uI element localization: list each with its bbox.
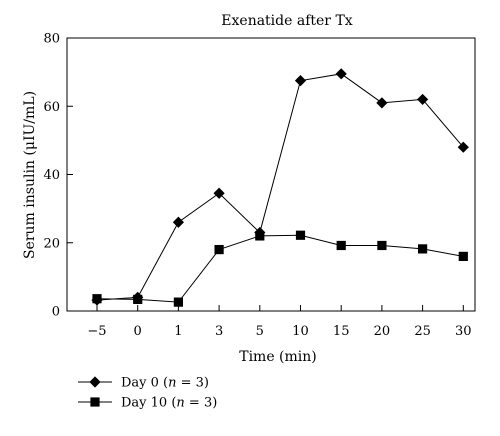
data-point: [173, 297, 183, 307]
legend-marker: [90, 397, 100, 407]
data-point: [172, 216, 184, 228]
legend-label: Day 0 (n = 3): [121, 376, 209, 391]
x-tick-label: −5: [87, 324, 106, 339]
legend-item: Day 10 (n = 3): [78, 396, 217, 411]
data-point: [92, 294, 102, 304]
data-point: [418, 244, 428, 254]
plot-frame: [66, 37, 476, 312]
data-point: [377, 240, 387, 251]
data-point: [294, 75, 307, 87]
x-tick-label: 5: [256, 324, 264, 339]
legend: Day 0 (n = 3) Day 10 (n = 3): [78, 376, 217, 411]
data-point: [376, 97, 388, 109]
x-tick-label: 1: [174, 324, 182, 339]
series-line: [96, 73, 464, 301]
data-point: [295, 230, 306, 240]
legend-label: Day 10 (n = 3): [121, 396, 217, 411]
chart-title: Exenatide after Tx: [221, 13, 352, 29]
y-tick-label: 60: [43, 100, 60, 115]
x-tick-label: 25: [414, 324, 431, 339]
data-point: [457, 141, 469, 153]
series-line: [96, 234, 464, 303]
legend-item: Day 0 (n = 3): [78, 376, 209, 391]
series-2: [92, 230, 468, 307]
x-tick-label: 3: [215, 324, 223, 339]
data-point: [417, 93, 429, 106]
x-tick-label: 10: [292, 324, 309, 339]
x-tick-label: 30: [455, 324, 472, 339]
y-tick-label: 0: [52, 305, 60, 320]
x-axis-label: Time (min): [239, 349, 317, 365]
data-point: [335, 68, 347, 80]
y-axis-label: Serum insulin (μIU/mL): [22, 91, 38, 259]
y-tick-label: 40: [43, 168, 60, 183]
data-point: [255, 231, 265, 241]
data-point: [133, 294, 143, 304]
data-point: [213, 187, 225, 199]
y-tick-label: 20: [43, 236, 60, 251]
series-1: [91, 68, 469, 306]
y-tick-label: 80: [43, 32, 60, 47]
plot-area: 0 20 40 60 80 −5 0 1 3 5 10 15 20 25 30: [43, 32, 476, 339]
x-tick-label: 20: [374, 324, 391, 339]
data-point: [214, 244, 224, 255]
data-point: [336, 240, 346, 251]
x-tick-label: 0: [134, 324, 142, 339]
data-point: [458, 251, 468, 261]
legend-marker: [89, 376, 101, 388]
x-tick-label: 15: [333, 324, 350, 339]
